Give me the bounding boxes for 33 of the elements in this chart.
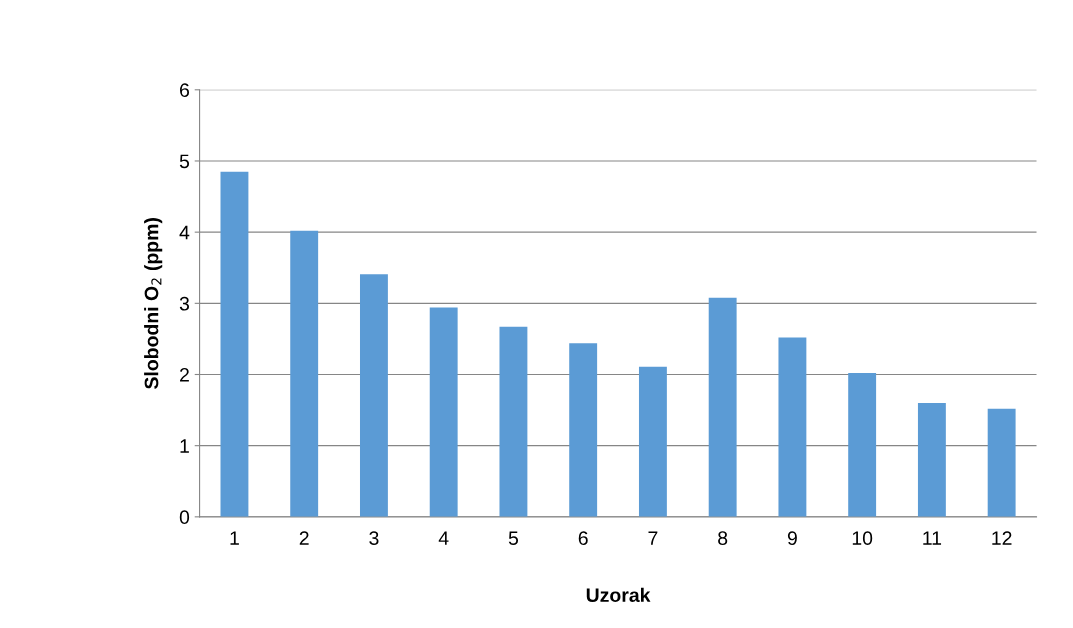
bar [290,230,319,517]
bar [848,373,877,517]
bar [569,343,598,517]
x-tick-label: 1 [230,531,239,545]
x-tick-label: 3 [369,531,379,546]
bar [917,402,946,517]
x-tick-label: 9 [787,531,797,546]
y-tick-label: 3 [179,296,189,311]
x-tick-label: 11 [923,531,942,545]
x-tick-label: 10 [852,531,873,546]
y-tick-label: 4 [179,225,190,240]
y-tick-label: 6 [180,83,189,98]
x-tick-label: 5 [508,531,519,546]
bar [429,307,458,517]
x-tick-label: 6 [578,531,588,546]
bar [708,297,737,517]
bar [638,366,667,517]
y-tick-label: 2 [180,367,189,382]
x-axis-title: Uzorak [586,587,651,603]
bar [220,171,249,517]
y-tick-label: 5 [179,154,190,169]
bar [778,337,807,517]
x-tick-label: 4 [438,531,449,545]
bar [359,274,388,517]
bar [499,326,528,517]
x-tick-label: 7 [648,531,658,545]
x-tick-label: 2 [299,531,309,545]
y-tick-label: 1 [180,439,189,453]
y-axis-title: Slobodni O$_{2}$ (ppm) [144,218,163,389]
x-tick-label: 12 [992,531,1012,545]
bar [987,408,1016,517]
x-tick-label: 8 [718,531,728,546]
y-tick-label: 0 [179,510,190,525]
